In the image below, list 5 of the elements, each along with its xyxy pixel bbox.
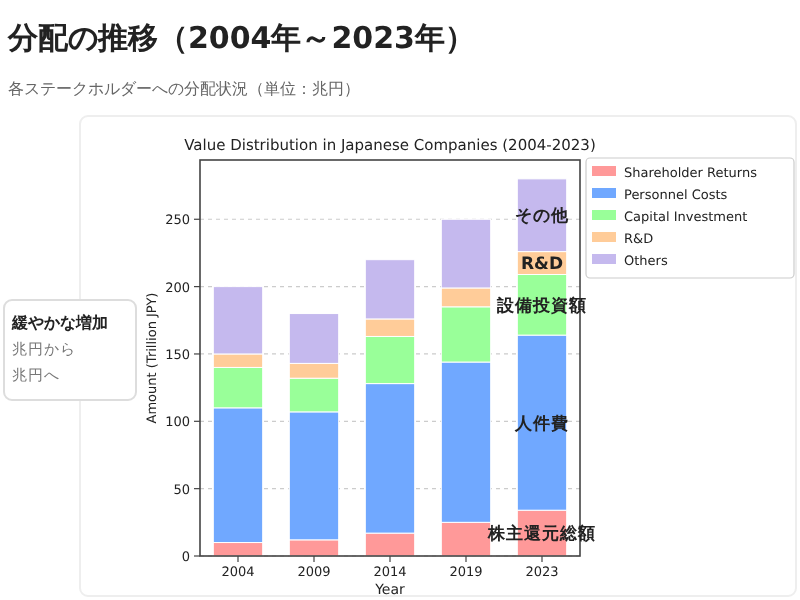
text: 緩やかな増加 — [10, 312, 108, 332]
annotation: R&D — [520, 255, 564, 276]
chart-subtitle: 各ステークホルダーへの分配状況（単位：兆円） — [8, 80, 360, 98]
annotation: その他 — [515, 205, 571, 228]
chart-title: 分配の推移（2004年～2023年） — [6, 20, 475, 56]
